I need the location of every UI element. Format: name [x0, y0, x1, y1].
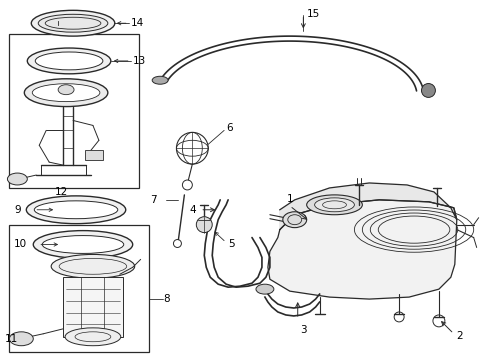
Ellipse shape: [34, 201, 118, 219]
Bar: [9, 34, 139, 188]
Ellipse shape: [38, 14, 108, 32]
Text: 13: 13: [132, 56, 145, 66]
Ellipse shape: [9, 332, 33, 346]
Polygon shape: [267, 200, 456, 299]
Polygon shape: [279, 183, 456, 230]
Ellipse shape: [7, 173, 27, 185]
Ellipse shape: [35, 52, 102, 70]
Text: 5: 5: [228, 239, 234, 249]
Ellipse shape: [42, 235, 123, 253]
Text: 3: 3: [299, 325, 305, 335]
Text: 7: 7: [150, 195, 156, 205]
Ellipse shape: [421, 84, 434, 98]
Ellipse shape: [196, 217, 212, 233]
Text: 11: 11: [5, 334, 19, 344]
Text: 1: 1: [286, 194, 292, 204]
Ellipse shape: [314, 198, 354, 212]
Ellipse shape: [152, 76, 168, 84]
Ellipse shape: [26, 196, 125, 224]
Ellipse shape: [32, 84, 100, 102]
Ellipse shape: [255, 284, 273, 294]
Ellipse shape: [27, 48, 111, 74]
Bar: [63, 277, 122, 337]
Text: 10: 10: [14, 239, 27, 249]
Ellipse shape: [24, 79, 108, 107]
Text: 6: 6: [225, 123, 232, 134]
Ellipse shape: [282, 212, 306, 228]
Ellipse shape: [58, 85, 74, 95]
Text: 12: 12: [54, 187, 68, 197]
Text: 15: 15: [305, 9, 319, 19]
Text: 8: 8: [163, 294, 170, 304]
Bar: [85, 150, 102, 160]
Ellipse shape: [65, 328, 121, 346]
Ellipse shape: [306, 195, 362, 215]
Text: 4: 4: [189, 205, 196, 215]
Ellipse shape: [51, 255, 134, 278]
Text: 2: 2: [455, 331, 462, 341]
Text: 14: 14: [130, 18, 143, 28]
Ellipse shape: [33, 231, 132, 258]
Ellipse shape: [31, 10, 115, 36]
Text: 9: 9: [15, 205, 21, 215]
Bar: [9, 225, 148, 352]
